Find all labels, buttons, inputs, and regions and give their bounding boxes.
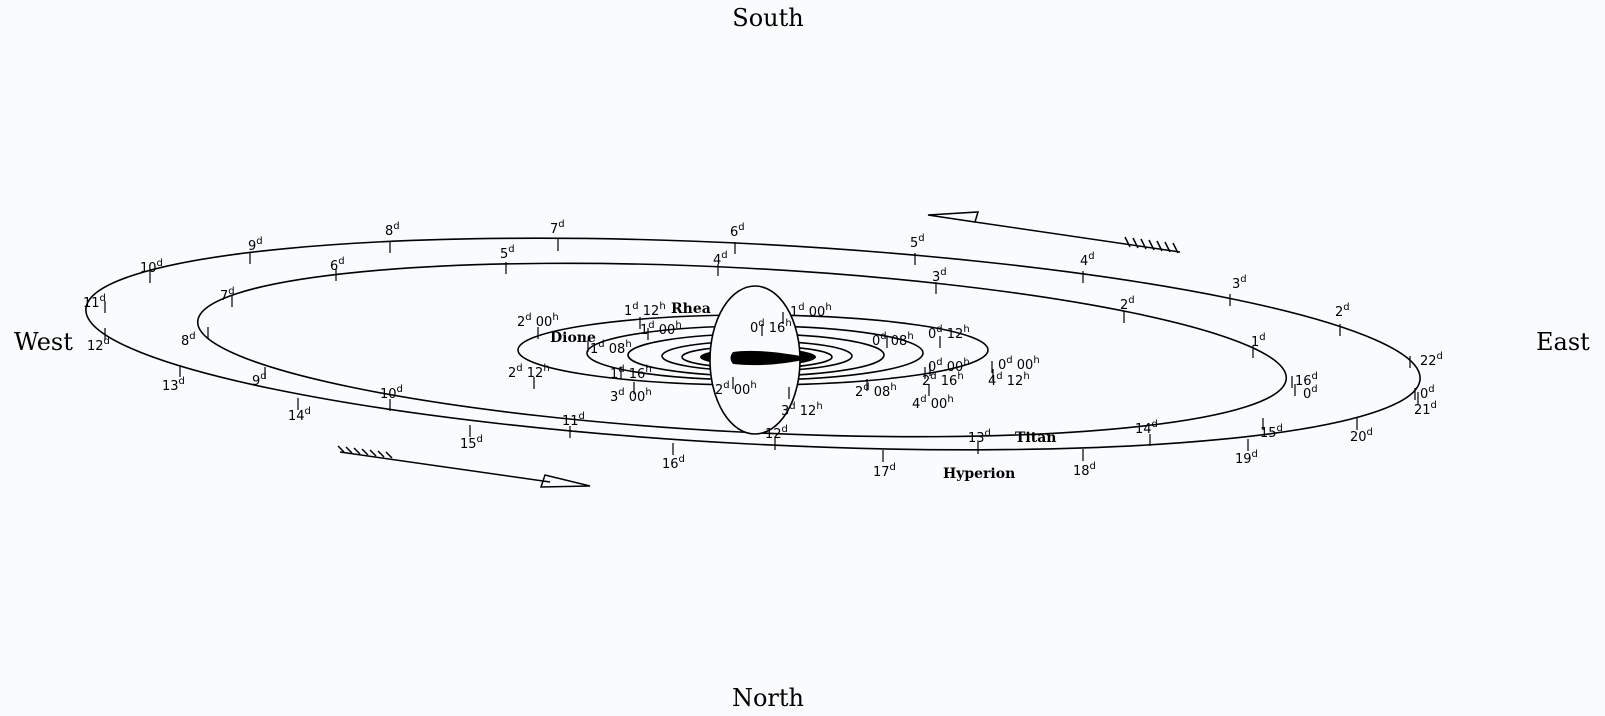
upper-direction-arrow: [927, 211, 1181, 254]
rhea-0-00-label: 0d 00h: [998, 355, 1040, 373]
hyperion-day-2-label: 2d: [1335, 302, 1350, 320]
titan-day-1-label: 1d: [1251, 332, 1266, 350]
dione-2-08-label: 2d 08h: [855, 382, 897, 400]
hyperion-day-18-label: 18d: [1073, 461, 1096, 479]
rhea-label: Rhea: [671, 301, 711, 317]
hyperion-day-15-label: 15d: [460, 434, 483, 452]
titan-day-5-label: 5d: [500, 244, 515, 262]
dione-0-16-label: 0d 16h: [750, 318, 792, 336]
titan-orbit: [196, 262, 1288, 438]
rhea-2-00-label: 2d 00h: [517, 312, 559, 330]
titan-day-10-label: 10d: [380, 384, 403, 402]
hyperion-day-16-label: 16d: [662, 454, 685, 472]
south-label: South: [732, 4, 803, 32]
rhea-3-00-label: 3d 00h: [610, 387, 652, 405]
hyperion-day-12-label: 12d: [87, 336, 110, 354]
titan-day-16-label: 16d: [1295, 371, 1318, 389]
rhea-2-12-label: 2d 12h: [508, 363, 550, 381]
hyperion-day-11-label: 11d: [83, 293, 106, 311]
titan-day-7-label: 7d: [220, 286, 235, 304]
rhea-1-12-label: 1d 12h: [624, 301, 666, 319]
rhea-4-00-label: 4d 00h: [912, 394, 954, 412]
inner-0-00-label: 0d 00h: [928, 357, 970, 375]
hyperion-day-20-label: 20d: [1350, 427, 1373, 445]
titan-day-8-label: 8d: [181, 331, 196, 349]
hyperion-day-13-label: 13d: [162, 376, 185, 394]
rhea-1-00-label: 1d 00h: [790, 302, 832, 320]
dione-2-16-label: 2d 16h: [922, 371, 964, 389]
titan-day-4-label: 4d: [713, 250, 728, 268]
dione-2-00-label: 2d 00h: [715, 380, 757, 398]
titan-day-3-label: 3d: [932, 267, 947, 285]
east-label: East: [1536, 328, 1590, 356]
titan-day-9-label: 9d: [252, 371, 267, 389]
hyperion-day-5-label: 5d: [910, 233, 925, 251]
hyperion-day-22-label: 22d: [1420, 351, 1443, 369]
lower-direction-arrow: [337, 445, 591, 488]
hyperion-day-8-label: 8d: [385, 221, 400, 239]
hyperion-day-3-label: 3d: [1232, 274, 1247, 292]
hyperion-day-10-label: 10d: [140, 258, 163, 276]
dione-1-08-label: 1d 08h: [590, 339, 632, 357]
dione-1-16-label: 1d 16h: [610, 364, 652, 382]
dione-1-00-label: 1d 00h: [640, 320, 682, 338]
hyperion-orbit: [85, 237, 1421, 451]
inner-0-12-label: 0d 12h: [928, 324, 970, 342]
rhea-4-12-label: 4d 12h: [988, 371, 1030, 389]
north-label: North: [732, 684, 804, 712]
titan-day-12-label: 12d: [765, 424, 788, 442]
titan-day-0-label: 0d: [1303, 384, 1318, 402]
hyperion-day-14-label: 14d: [288, 406, 311, 424]
rhea-3-12-label: 3d 12h: [781, 401, 823, 419]
hyperion-day-21-label: 21d: [1414, 400, 1437, 418]
west-label: West: [14, 328, 73, 356]
hyperion-tick-marks: 0d 2d 3d 4d 5d 6d 7d 8d 9d 10d 11d 12d 13d 14d 15d 16d 1…: [83, 219, 1443, 480]
dione-0-08-label: 0d 08h: [872, 331, 914, 349]
hyperion-day-9-label: 9d: [248, 236, 263, 254]
hyperion-day-17-label: 17d: [873, 462, 896, 480]
hyperion-label: Hyperion: [943, 466, 1015, 482]
dione-label: Dione: [550, 330, 596, 346]
hyperion-day-6-label: 6d: [730, 222, 745, 240]
dione-tick-marks: 0d 08h 0d 16h 1d 00h 1d 08h 1d 16h 2d 00h 2d 0…: [587, 318, 970, 400]
hyperion-day-19-label: 19d: [1235, 449, 1258, 467]
titan-day-15-label: 15d: [1260, 423, 1283, 441]
titan-day-6-label: 6d: [330, 256, 345, 274]
hyperion-day-7-label: 7d: [550, 219, 565, 237]
titan-day-14-label: 14d: [1135, 419, 1158, 437]
saturn-ring-front: [730, 350, 812, 366]
titan-day-13-label: 13d: [968, 428, 991, 446]
titan-label: Titan: [1015, 430, 1056, 446]
titan-day-11-label: 11d: [562, 411, 585, 429]
titan-tick-marks: 0d 1d 2d 3d 4d 5d 6d 7d 8d 9d 10d 11d 12d 13d 14d 15d 16…: [181, 244, 1318, 454]
hyperion-day-0-label: 0d: [1420, 384, 1435, 402]
titan-day-2-label: 2d: [1120, 295, 1135, 313]
hyperion-day-4-label: 4d: [1080, 251, 1095, 269]
